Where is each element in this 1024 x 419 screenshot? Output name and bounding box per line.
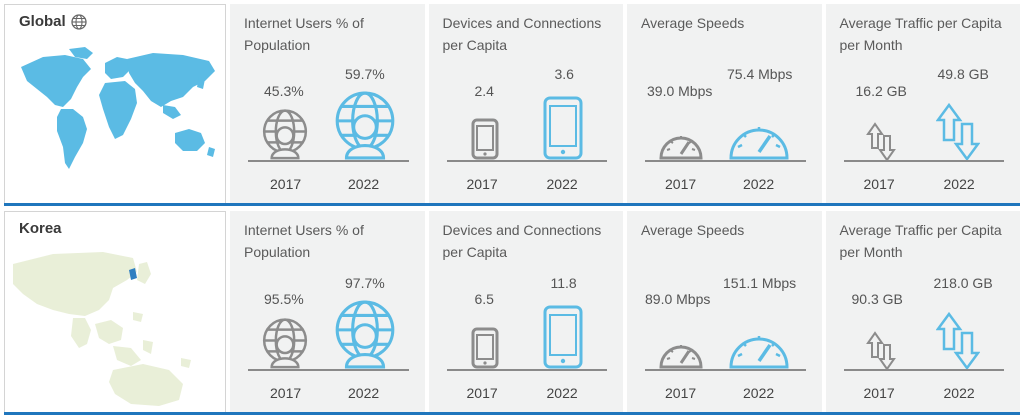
speedometer-icon <box>729 127 789 160</box>
year-2017: 2017 <box>863 176 895 192</box>
region-title: Global <box>19 13 87 30</box>
phone-icon <box>471 118 498 160</box>
speedometer-icon <box>729 336 789 369</box>
value-2022: 97.7% <box>345 275 385 291</box>
speeds-cell: Average Speeds 39.0 Mbps 75.4 Mbps <box>627 4 822 206</box>
region-title: Korea <box>19 220 62 237</box>
baseline <box>645 160 806 162</box>
year-2022: 2022 <box>348 385 380 401</box>
globe-person-icon <box>262 318 308 369</box>
region-korea: Korea <box>4 211 226 415</box>
phone-icon <box>471 327 498 369</box>
value-2022: 59.7% <box>345 66 385 82</box>
devices-cell: Devices and Connections per Capita 6.5 1… <box>428 211 623 415</box>
year-2022: 2022 <box>546 176 578 192</box>
year-2022: 2022 <box>943 385 975 401</box>
region-name: Korea <box>19 220 62 237</box>
korea-panel: Korea Internet Users % of Population 95.… <box>4 211 1020 415</box>
devices-cell: Devices and Connections per Capita 2.4 3… <box>428 4 623 206</box>
baseline <box>843 160 1004 162</box>
baseline <box>645 369 806 371</box>
metric-title: Average Speeds <box>641 15 745 31</box>
value-2022: 3.6 <box>554 66 574 82</box>
value-2017: 2.4 <box>474 83 494 99</box>
value-2017: 16.2 GB <box>855 83 907 99</box>
phone-icon <box>543 96 582 160</box>
traffic-cell: Average Traffic per Capita per Month 16.… <box>825 4 1020 206</box>
year-2017: 2017 <box>270 176 302 192</box>
metric-title: Average Speeds <box>641 222 745 238</box>
value-2017: 89.0 Mbps <box>645 291 711 307</box>
speedometer-icon <box>659 136 703 160</box>
value-2017: 95.5% <box>264 291 304 307</box>
year-2017: 2017 <box>466 385 498 401</box>
speeds-cell: Average Speeds 89.0 Mbps 151.1 Mbps <box>627 211 822 415</box>
baseline <box>446 160 607 162</box>
baseline <box>248 369 409 371</box>
metric-title: Average Traffic per Capita per Month <box>839 15 1002 53</box>
up-down-arrows-icon <box>935 102 980 162</box>
year-2022: 2022 <box>743 176 775 192</box>
value-2017: 39.0 Mbps <box>647 83 713 99</box>
value-2022: 49.8 GB <box>937 66 989 82</box>
year-2022: 2022 <box>743 385 775 401</box>
globe-person-icon <box>335 91 395 160</box>
year-2017: 2017 <box>863 385 895 401</box>
globe-person-icon <box>335 300 395 369</box>
year-2017: 2017 <box>466 176 498 192</box>
region-name: Global <box>19 13 66 30</box>
speedometer-icon <box>659 345 703 369</box>
up-down-arrows-icon <box>935 311 980 371</box>
metric-title: Devices and Connections per Capita <box>442 222 602 260</box>
value-2017: 6.5 <box>474 291 494 307</box>
year-2017: 2017 <box>665 176 697 192</box>
metric-title: Internet Users % of Population <box>244 222 364 260</box>
baseline <box>446 369 607 371</box>
section-divider <box>4 412 1020 415</box>
baseline <box>248 160 409 162</box>
value-2022: 75.4 Mbps <box>727 66 793 82</box>
korea-map <box>13 252 191 406</box>
section-divider <box>4 203 1020 206</box>
global-panel: Global <box>4 4 1020 206</box>
metric-title: Devices and Connections per Capita <box>442 15 602 53</box>
year-2017: 2017 <box>270 385 302 401</box>
users-cell: Internet Users % of Population 95.5% 97.… <box>230 211 425 415</box>
korea-highlight <box>129 268 137 280</box>
globe-icon <box>71 13 87 30</box>
year-2022: 2022 <box>943 176 975 192</box>
metric-title: Average Traffic per Capita per Month <box>839 222 1002 260</box>
year-2017: 2017 <box>665 385 697 401</box>
region-global: Global <box>4 4 226 206</box>
world-map <box>21 47 215 169</box>
value-2022: 11.8 <box>550 275 577 291</box>
baseline <box>843 369 1004 371</box>
up-down-arrows-icon <box>865 122 896 162</box>
traffic-cell: Average Traffic per Capita per Month 90.… <box>825 211 1020 415</box>
year-2022: 2022 <box>348 176 380 192</box>
users-cell: Internet Users % of Population 45.3% 59.… <box>230 4 425 206</box>
globe-person-icon <box>262 109 308 160</box>
metric-title: Internet Users % of Population <box>244 15 364 53</box>
value-2017: 45.3% <box>264 83 304 99</box>
value-2022: 218.0 GB <box>933 275 993 291</box>
phone-icon <box>543 305 582 369</box>
up-down-arrows-icon <box>865 331 896 371</box>
value-2022: 151.1 Mbps <box>723 275 797 291</box>
year-2022: 2022 <box>546 385 578 401</box>
value-2017: 90.3 GB <box>851 291 903 307</box>
